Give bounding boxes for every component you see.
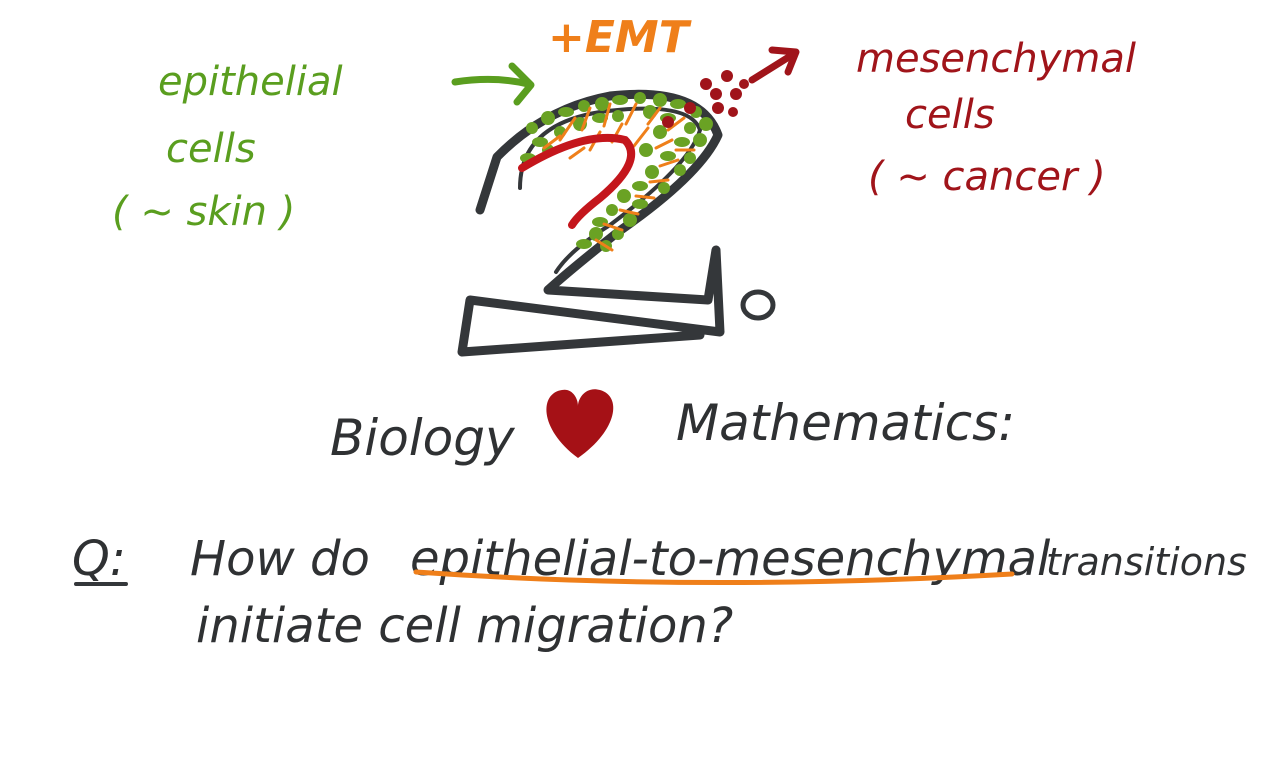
emt-label: +EMT: [548, 12, 692, 63]
emt-stroke: [618, 208, 640, 216]
mesenchymal-cell-dots: [662, 70, 749, 128]
emt-stroke: [594, 238, 614, 252]
epithelial-cell-dot: [634, 92, 646, 104]
epithelial-label-line3: ( ~ skin ): [112, 189, 295, 235]
tagline-mathematics: Mathematics:: [676, 394, 1015, 452]
highlight-underline: [413, 569, 1015, 586]
question-line1-start: How do: [190, 531, 370, 587]
small-zero-circle: [740, 289, 776, 321]
epithelial-cell-dot: [645, 165, 659, 179]
emt-stroke: [658, 158, 680, 168]
epithelial-cell-dot: [578, 100, 590, 112]
emt-stroke: [542, 134, 562, 150]
emt-stroke: [646, 106, 662, 126]
mesenchymal-label-line2: cells: [905, 92, 995, 138]
emt-stroke: [624, 102, 638, 126]
epithelial-cell-dot: [632, 199, 648, 209]
epithelial-cell-dot: [653, 125, 667, 139]
epithelial-cell-dot: [606, 204, 618, 216]
epithelial-cell-dot: [541, 111, 555, 125]
emt-stroke: [568, 146, 586, 160]
emt-stroke: [558, 116, 577, 142]
epithelial-cell-dot: [558, 107, 574, 117]
epithelial-cell-dot: [589, 227, 603, 241]
emt-stroke: [648, 178, 670, 184]
epithelial-cell-dots: [520, 92, 713, 252]
tagline-biology: Biology: [330, 409, 516, 467]
epithelial-cell-dot: [595, 97, 609, 111]
question-line2: initiate cell migration?: [196, 598, 733, 654]
epithelial-cell-dot: [658, 182, 670, 194]
epithelial-cell-dot: [632, 181, 648, 191]
epithelial-label-line2: cells: [166, 126, 256, 172]
two-outline: [457, 89, 725, 357]
epithelial-cell-dot: [612, 95, 628, 105]
epithelial-cell-dot: [623, 213, 637, 227]
epithelial-cell-dot: [674, 164, 686, 176]
mesenchymal-label-line1: mesenchymal: [856, 36, 1136, 82]
epithelial-cell-dot: [693, 133, 707, 147]
epithelial-cell-dot: [612, 110, 624, 122]
epithelial-cell-dot: [660, 151, 676, 161]
migration-front-curve: [518, 133, 636, 229]
emt-stroke: [602, 102, 612, 128]
mesenchymal-label-line3: ( ~ cancer ): [868, 154, 1106, 200]
epithelial-cell-dot: [576, 239, 592, 249]
question-prefix: Q:: [72, 531, 126, 587]
epithelial-cell-dot: [653, 93, 667, 107]
epithelial-cell-dot: [684, 152, 696, 164]
epithelial-label-line1: epithelial: [158, 59, 343, 105]
epithelial-cell-dot: [526, 122, 538, 134]
epithelial-arrow-icon: [451, 62, 535, 106]
epithelial-cell-dot: [532, 137, 548, 147]
question-line1-end: transitions: [1046, 540, 1247, 584]
epithelial-cell-dot: [670, 99, 686, 109]
emt-stroke: [602, 222, 624, 232]
epithelial-cell-dot: [617, 189, 631, 203]
number-two-figure: [457, 89, 725, 357]
emt-stroke: [666, 116, 686, 132]
emt-stroke: [634, 194, 656, 200]
heart-icon: [546, 389, 614, 458]
emt-stroke: [632, 126, 650, 148]
mesenchymal-arrow-icon: [748, 46, 800, 84]
epithelial-cell-dot: [684, 122, 696, 134]
epithelial-cell-dot: [674, 137, 690, 147]
emt-stroke: [580, 106, 592, 132]
epithelial-cell-dot: [639, 143, 653, 157]
emt-stroke: [654, 138, 674, 150]
epithelial-cell-dot: [699, 117, 713, 131]
